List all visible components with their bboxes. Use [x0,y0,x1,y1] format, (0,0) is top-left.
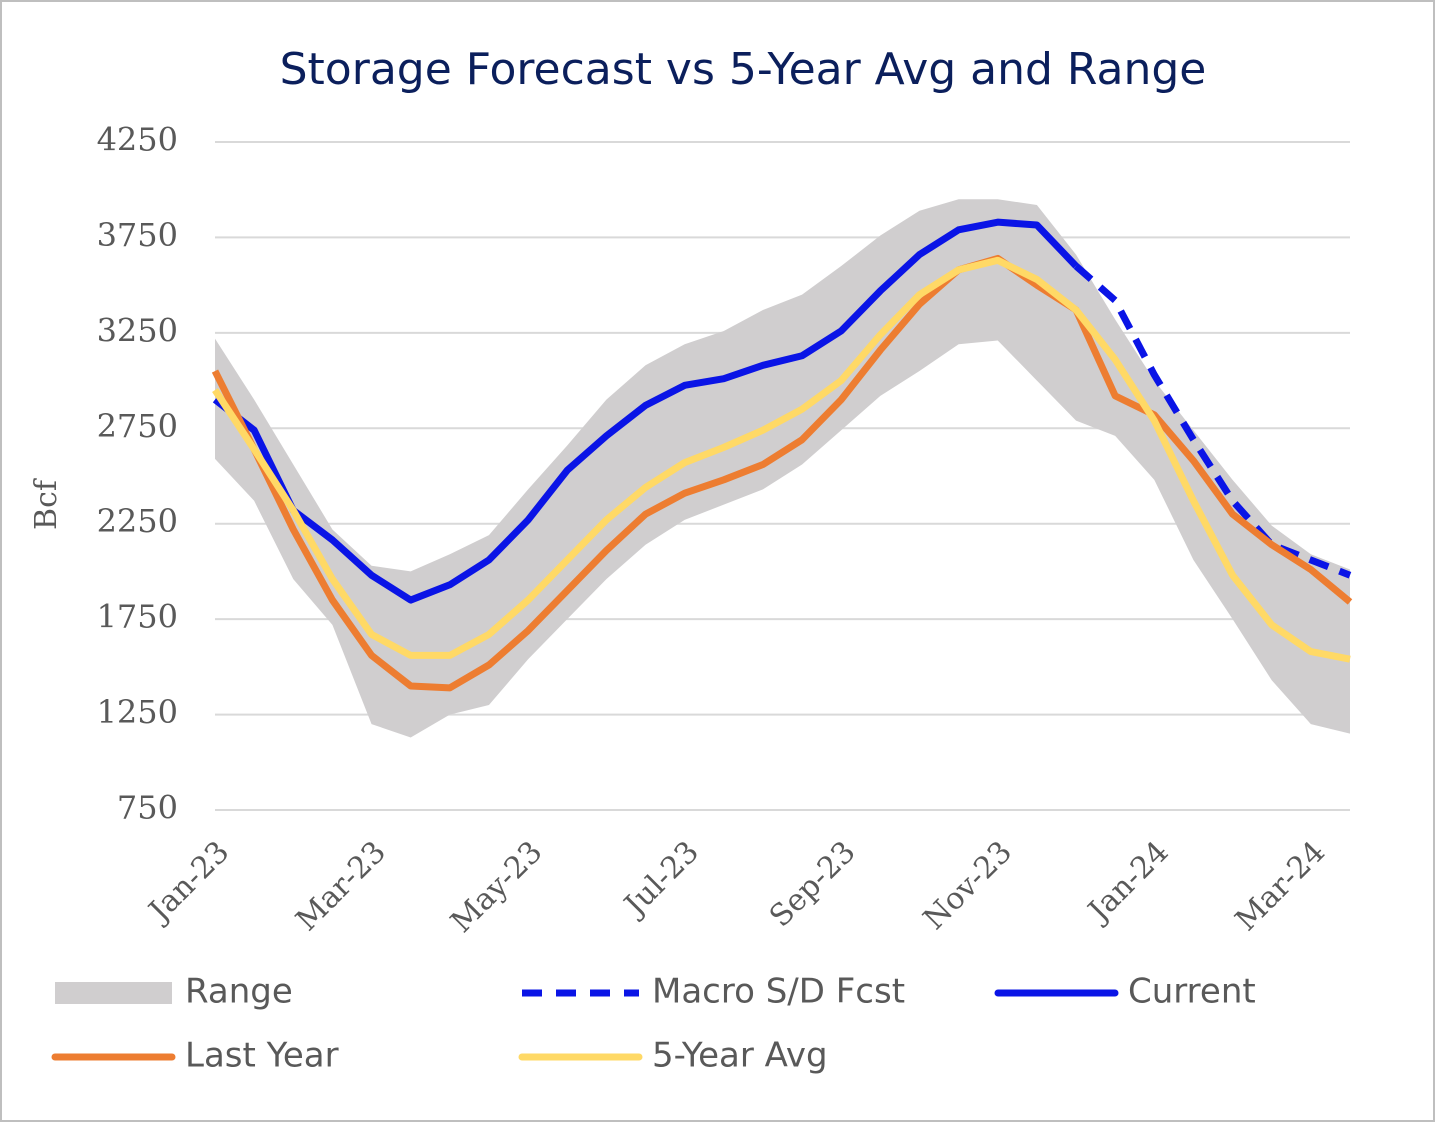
y-tick-label: 3750 [97,216,178,254]
y-tick-label: 3250 [97,311,178,349]
range-area [215,199,1350,738]
legend-swatch [55,982,172,1004]
series-line [1073,263,1352,579]
legend-label: 5-Year Avg [652,1036,828,1076]
series-line [212,218,1079,604]
y-tick-label: 750 [117,789,178,827]
y-tick-label: 2250 [97,502,178,540]
legend-label: Macro S/D Fcst [652,972,905,1012]
series-line [212,256,1351,663]
y-tick-label: 2750 [97,407,178,445]
legend-label: Current [1128,972,1256,1012]
y-axis-label: Bcf [29,478,64,530]
chart-title: Storage Forecast vs 5-Year Avg and Range [280,44,1207,95]
legend-label: Last Year [185,1036,339,1076]
series-line [211,254,1353,692]
y-tick-label: 1250 [97,693,178,731]
y-tick-label: 1750 [97,598,178,636]
y-tick-label: 4250 [97,121,178,159]
legend-label: Range [185,972,293,1012]
